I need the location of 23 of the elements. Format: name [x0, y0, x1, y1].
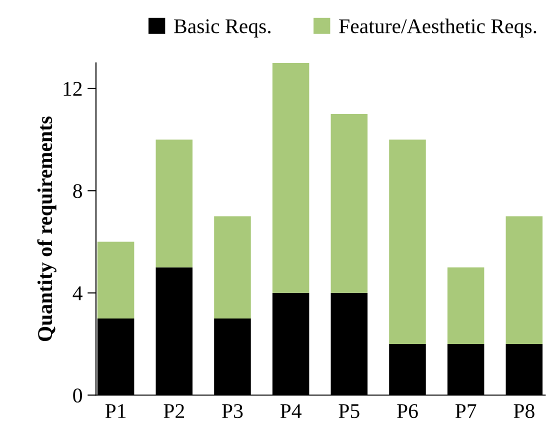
bar — [156, 140, 193, 268]
bar — [506, 216, 543, 344]
y-tick-label: 4 — [72, 286, 82, 300]
x-tick-label: P2 — [164, 404, 184, 418]
bar — [272, 62, 310, 293]
bar — [330, 114, 368, 293]
x-tick-label: P8 — [514, 404, 534, 418]
x-tick-label: P4 — [280, 404, 302, 418]
bar — [214, 216, 251, 318]
x-tick-label: P3 — [222, 404, 243, 418]
x-tick-label: P1 — [105, 404, 126, 418]
y-axis-title: Quantity of requirements — [37, 116, 56, 342]
y-tick-label: 8 — [73, 184, 82, 198]
bar — [447, 267, 484, 344]
legend-label: Basic Reqs. — [174, 19, 270, 38]
bar — [97, 242, 134, 318]
y-tick-label: 12 — [64, 82, 82, 96]
x-tick-label: P7 — [455, 404, 476, 418]
bar — [389, 140, 426, 344]
y-tick-label: 0 — [73, 388, 82, 403]
x-tick-label: P6 — [397, 404, 418, 418]
legend-label: Feature/Aesthetic Reqs. — [339, 18, 536, 38]
x-tick-label: P5 — [338, 404, 360, 418]
